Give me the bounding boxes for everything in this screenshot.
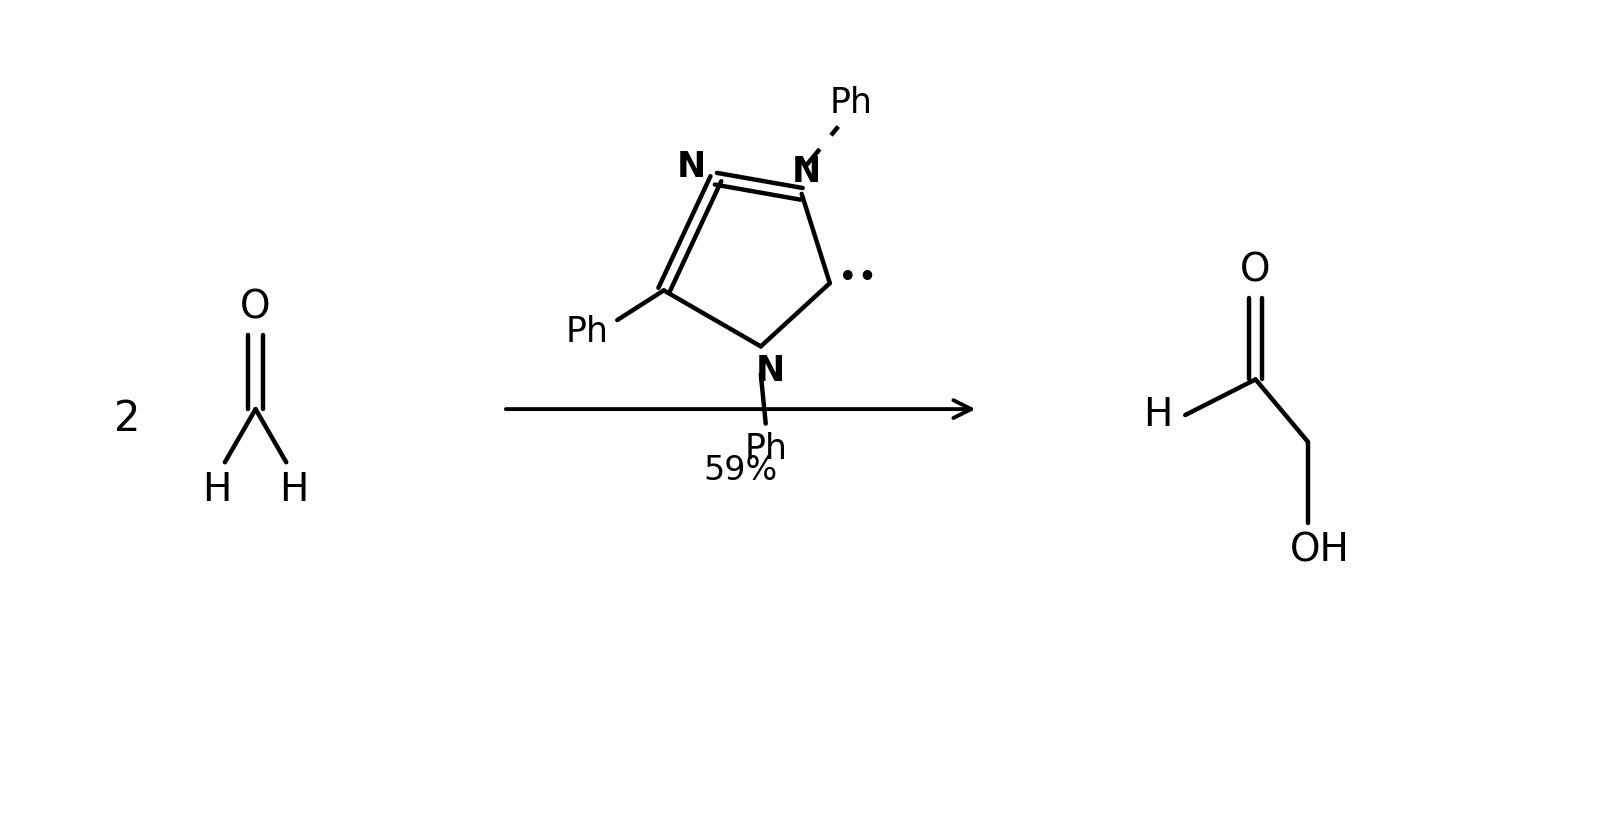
- Text: H: H: [279, 471, 308, 509]
- Text: 59%: 59%: [704, 454, 779, 487]
- Text: N: N: [792, 155, 821, 189]
- Text: Ph: Ph: [744, 432, 787, 466]
- Text: H: H: [203, 471, 232, 509]
- Text: H: H: [1144, 396, 1173, 434]
- Text: N: N: [676, 150, 706, 184]
- Text: Ph: Ph: [830, 86, 873, 120]
- Text: ••: ••: [839, 262, 878, 294]
- Text: N: N: [756, 354, 785, 388]
- Text: 2: 2: [114, 398, 139, 440]
- Text: Ph: Ph: [566, 315, 608, 349]
- Text: O: O: [240, 288, 271, 326]
- Text: OH: OH: [1289, 531, 1350, 570]
- Text: O: O: [1241, 252, 1270, 289]
